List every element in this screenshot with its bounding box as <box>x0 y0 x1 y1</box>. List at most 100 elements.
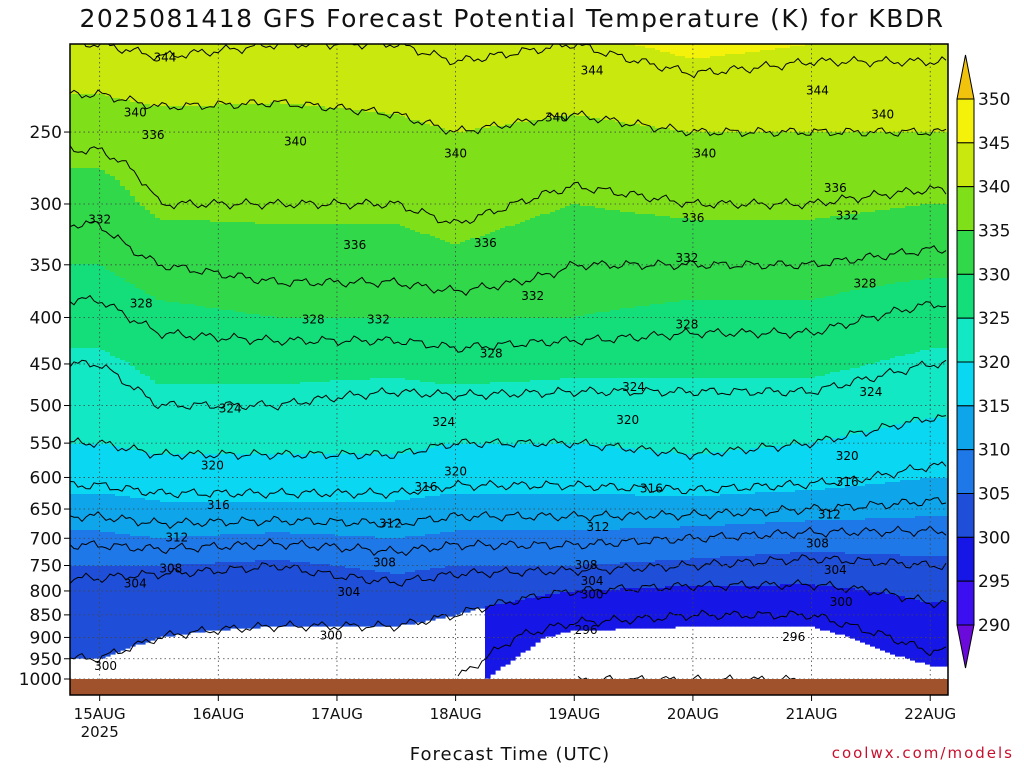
heatmap-cell <box>615 448 621 495</box>
heatmap-cell <box>190 220 196 305</box>
heatmap-cell <box>860 520 866 555</box>
heatmap-cell <box>490 232 496 319</box>
heatmap-cell <box>670 560 676 587</box>
heatmap-cell <box>520 530 526 567</box>
heatmap-cell <box>805 220 811 301</box>
heatmap-cell <box>70 168 76 265</box>
heatmap-cell <box>930 278 936 349</box>
heatmap-cell <box>885 482 891 519</box>
heatmap-cell <box>540 596 546 639</box>
heatmap-cell <box>210 44 216 107</box>
contour-label: 312 <box>379 516 402 530</box>
heatmap-cell <box>855 590 861 641</box>
heatmap-cell <box>865 484 871 519</box>
heatmap-cell <box>530 444 536 495</box>
heatmap-cell <box>470 130 476 239</box>
heatmap-cell <box>475 530 481 567</box>
heatmap-cell <box>385 572 391 627</box>
heatmap-cell <box>875 518 881 555</box>
heatmap-cell <box>285 318 291 385</box>
heatmap-cell <box>415 498 421 537</box>
heatmap-cell <box>270 44 276 103</box>
contour-label: 316 <box>207 498 230 512</box>
heatmap-cell <box>245 562 251 629</box>
heatmap-cell <box>820 552 826 587</box>
heatmap-cell <box>840 488 846 521</box>
heatmap-cell <box>610 310 616 379</box>
heatmap-cell <box>310 564 316 627</box>
heatmap-cell <box>260 224 266 317</box>
heatmap-cell <box>455 444 461 495</box>
heatmap-cell <box>295 502 301 535</box>
heatmap-cell <box>125 496 131 535</box>
heatmap-cell <box>725 132 731 221</box>
heatmap-cell <box>175 564 181 635</box>
heatmap-cell <box>405 228 411 319</box>
heatmap-cell <box>595 530 601 565</box>
heatmap-cell <box>800 490 806 523</box>
heatmap-cell <box>440 568 446 619</box>
heatmap-cell <box>310 534 316 565</box>
heatmap-cell <box>370 318 376 379</box>
heatmap-cell <box>635 214 641 307</box>
heatmap-cell <box>585 314 591 379</box>
heatmap-cell <box>915 516 921 557</box>
heatmap-cell <box>885 360 891 429</box>
heatmap-cell <box>425 496 431 535</box>
heatmap-cell <box>70 566 76 659</box>
heatmap-cell <box>640 588 646 629</box>
contour-line-340 <box>70 89 947 138</box>
heatmap-cell <box>285 44 291 105</box>
heatmap-cell <box>130 44 136 103</box>
heatmap-cell <box>115 44 121 99</box>
heatmap-cell <box>525 598 531 651</box>
heatmap-cell <box>500 382 506 445</box>
heatmap-cell <box>705 220 711 301</box>
heatmap-cell <box>295 318 301 385</box>
heatmap-cell <box>850 214 856 291</box>
heatmap-cell <box>305 562 311 627</box>
heatmap-cell <box>905 282 911 355</box>
heatmap-cell <box>125 190 131 283</box>
heatmap-cell <box>350 380 356 455</box>
heatmap-cell <box>270 454 276 503</box>
heatmap-cell <box>185 106 191 221</box>
heatmap-cell <box>680 44 686 57</box>
heatmap-cell <box>495 494 501 531</box>
heatmap-cell <box>590 378 596 445</box>
heatmap-cell <box>555 318 561 381</box>
heatmap-cell <box>90 494 96 531</box>
source-credit[interactable]: coolwx.com/models <box>831 744 1014 762</box>
heatmap-cell <box>540 120 546 215</box>
heatmap-cell <box>560 566 566 593</box>
heatmap-cell <box>685 560 691 587</box>
heatmap-cell <box>520 444 526 495</box>
heatmap-cell <box>800 584 806 627</box>
heatmap-cell <box>740 586 746 627</box>
heatmap-cell <box>485 606 491 679</box>
heatmap-cell <box>810 132 816 221</box>
contour-label: 340 <box>124 106 147 120</box>
heatmap-cell <box>695 378 701 455</box>
contour-label: 304 <box>824 563 847 577</box>
heatmap-cell <box>880 286 886 361</box>
y-tick-label: 350 <box>30 256 62 276</box>
heatmap-cell <box>770 378 776 447</box>
heatmap-cell <box>705 586 711 627</box>
heatmap-cell <box>170 538 176 565</box>
heatmap-cell <box>270 384 276 455</box>
heatmap-cell <box>205 384 211 455</box>
heatmap-cell <box>290 44 296 105</box>
heatmap-cell <box>105 494 111 533</box>
heatmap-cell <box>305 106 311 225</box>
heatmap-cell <box>495 230 501 319</box>
heatmap-cell <box>600 590 606 631</box>
heatmap-cell <box>795 300 801 379</box>
heatmap-cell <box>700 300 706 379</box>
heatmap-cell <box>930 204 936 279</box>
heatmap-cell <box>330 566 336 627</box>
heatmap-cell <box>535 380 541 445</box>
heatmap-cell <box>495 44 501 127</box>
heatmap-cell <box>260 534 266 561</box>
heatmap-cell <box>695 496 701 527</box>
